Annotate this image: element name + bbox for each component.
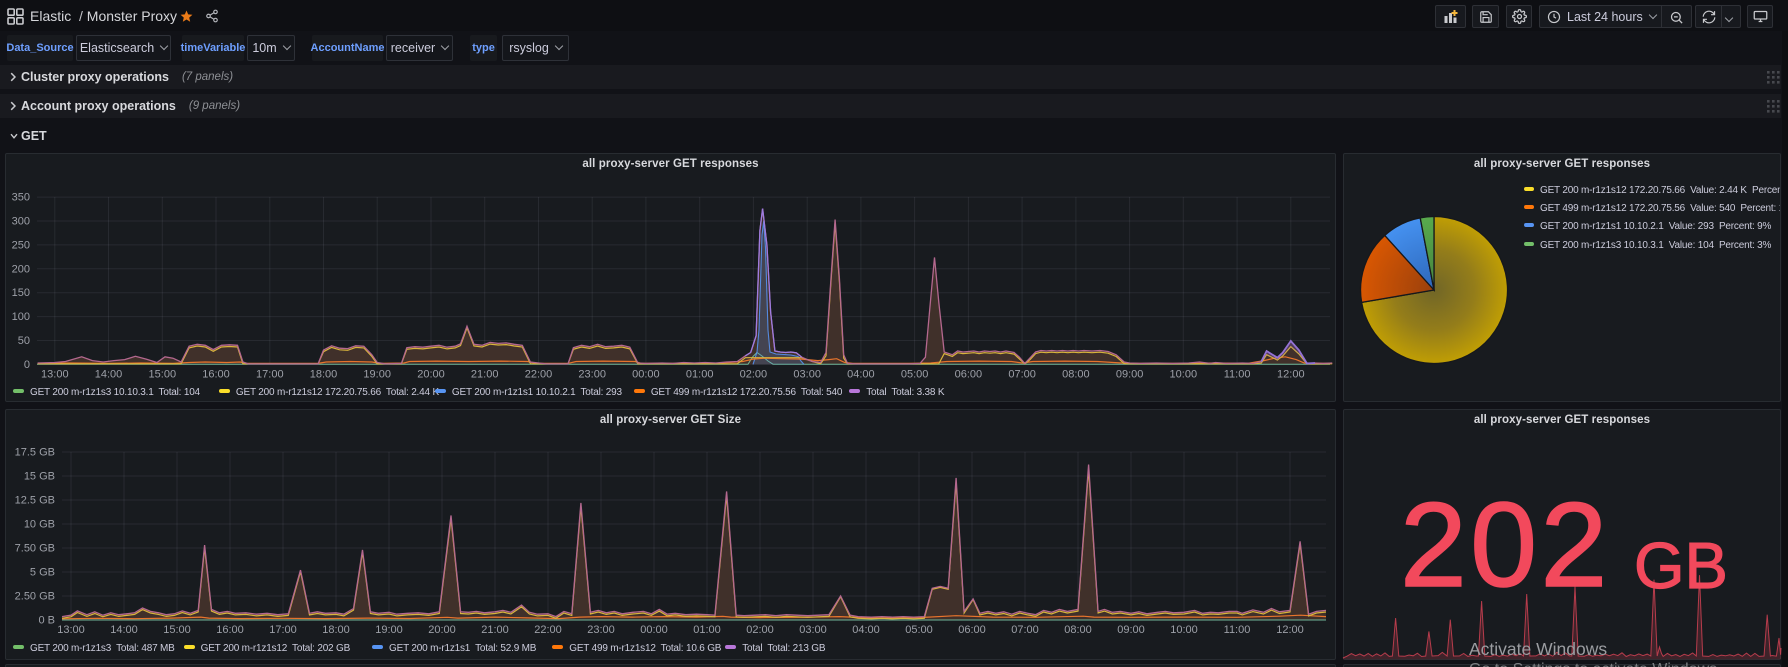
svg-text:01:00: 01:00	[686, 369, 714, 381]
svg-text:07:00: 07:00	[1011, 624, 1039, 636]
svg-text:22:00: 22:00	[534, 624, 562, 636]
svg-text:08:00: 08:00	[1064, 624, 1092, 636]
svg-text:15:00: 15:00	[149, 369, 177, 381]
svg-text:50: 50	[18, 335, 30, 347]
svg-text:08:00: 08:00	[1062, 369, 1090, 381]
svg-text:12:00: 12:00	[1276, 624, 1304, 636]
svg-text:200: 200	[12, 263, 30, 275]
svg-text:100: 100	[12, 311, 30, 323]
svg-text:17:00: 17:00	[269, 624, 297, 636]
svg-text:03:00: 03:00	[793, 369, 821, 381]
svg-text:00:00: 00:00	[640, 624, 668, 636]
svg-text:22:00: 22:00	[525, 369, 553, 381]
svg-text:09:00: 09:00	[1116, 369, 1144, 381]
svg-text:0 B: 0 B	[38, 615, 55, 627]
svg-text:14:00: 14:00	[95, 369, 123, 381]
svg-text:01:00: 01:00	[693, 624, 721, 636]
svg-text:21:00: 21:00	[481, 624, 509, 636]
svg-text:06:00: 06:00	[955, 369, 983, 381]
svg-text:23:00: 23:00	[587, 624, 615, 636]
svg-text:0: 0	[24, 359, 30, 371]
svg-text:150: 150	[12, 287, 30, 299]
svg-text:23:00: 23:00	[578, 369, 606, 381]
svg-text:10:00: 10:00	[1170, 624, 1198, 636]
svg-text:07:00: 07:00	[1008, 369, 1036, 381]
svg-text:03:00: 03:00	[799, 624, 827, 636]
svg-text:10:00: 10:00	[1170, 369, 1198, 381]
svg-text:02:00: 02:00	[740, 369, 768, 381]
svg-text:20:00: 20:00	[417, 369, 445, 381]
svg-text:18:00: 18:00	[322, 624, 350, 636]
svg-text:11:00: 11:00	[1224, 624, 1251, 636]
svg-text:16:00: 16:00	[216, 624, 244, 636]
svg-text:06:00: 06:00	[958, 624, 986, 636]
svg-text:05:00: 05:00	[901, 369, 929, 381]
svg-text:12:00: 12:00	[1277, 369, 1305, 381]
svg-text:13:00: 13:00	[57, 624, 85, 636]
svg-text:15:00: 15:00	[163, 624, 191, 636]
svg-text:05:00: 05:00	[905, 624, 933, 636]
svg-text:21:00: 21:00	[471, 369, 499, 381]
svg-text:250: 250	[12, 239, 30, 251]
svg-text:19:00: 19:00	[375, 624, 403, 636]
svg-text:11:00: 11:00	[1224, 369, 1251, 381]
svg-text:09:00: 09:00	[1117, 624, 1145, 636]
svg-text:18:00: 18:00	[310, 369, 338, 381]
svg-text:17.5 GB: 17.5 GB	[15, 447, 55, 459]
svg-text:04:00: 04:00	[847, 369, 875, 381]
svg-text:20:00: 20:00	[428, 624, 456, 636]
svg-text:12.5 GB: 12.5 GB	[15, 495, 55, 507]
svg-text:17:00: 17:00	[256, 369, 284, 381]
svg-text:19:00: 19:00	[363, 369, 391, 381]
svg-text:7.50 GB: 7.50 GB	[15, 543, 55, 555]
svg-text:5 GB: 5 GB	[30, 567, 55, 579]
svg-text:00:00: 00:00	[632, 369, 660, 381]
svg-text:15 GB: 15 GB	[24, 471, 55, 483]
svg-text:14:00: 14:00	[110, 624, 138, 636]
svg-text:350: 350	[12, 192, 30, 204]
svg-text:300: 300	[12, 216, 30, 228]
svg-text:04:00: 04:00	[852, 624, 880, 636]
svg-text:13:00: 13:00	[41, 369, 69, 381]
svg-text:10 GB: 10 GB	[24, 519, 55, 531]
svg-text:16:00: 16:00	[202, 369, 230, 381]
svg-text:02:00: 02:00	[746, 624, 774, 636]
svg-text:2.50 GB: 2.50 GB	[15, 591, 55, 603]
